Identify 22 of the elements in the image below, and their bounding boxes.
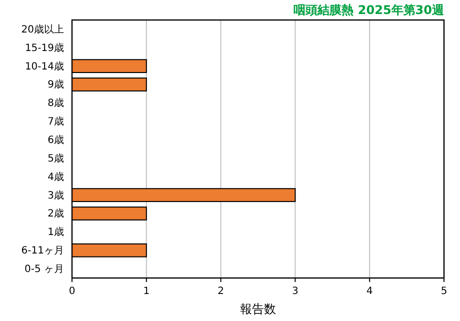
x-tick-label: 1 <box>143 286 150 297</box>
x-tick-label: 4 <box>366 286 373 297</box>
y-tick-label: 15-19歳 <box>24 42 64 54</box>
x-tick-label: 5 <box>440 286 448 297</box>
y-tick-label: 5歳 <box>48 152 64 164</box>
y-tick-label: 2歳 <box>48 208 64 220</box>
y-tick-label: 1歳 <box>48 226 64 238</box>
y-tick-label: 7歳 <box>48 116 64 128</box>
y-tick-label: 9歳 <box>48 78 64 91</box>
y-tick-label: 10-14歳 <box>24 60 64 72</box>
x-tick-label: 3 <box>292 286 298 297</box>
x-tick-label: 2 <box>218 286 224 297</box>
y-tick-label: 6-11ヶ月 <box>21 246 64 257</box>
y-tick-label: 0-5 ヶ月 <box>24 264 64 275</box>
x-tick-label: 0 <box>68 286 76 297</box>
chart-title: 咽頭結膜熱 2025年第30週 <box>294 3 445 17</box>
x-axis-title: 報告数 <box>240 302 276 316</box>
y-tick-label: 6歳 <box>48 134 64 146</box>
y-tick-label: 4歳 <box>48 170 64 183</box>
y-tick-label: 3歳 <box>48 189 64 202</box>
y-tick-label: 20歳以上 <box>21 23 64 36</box>
y-tick-label: 8歳 <box>48 97 64 110</box>
